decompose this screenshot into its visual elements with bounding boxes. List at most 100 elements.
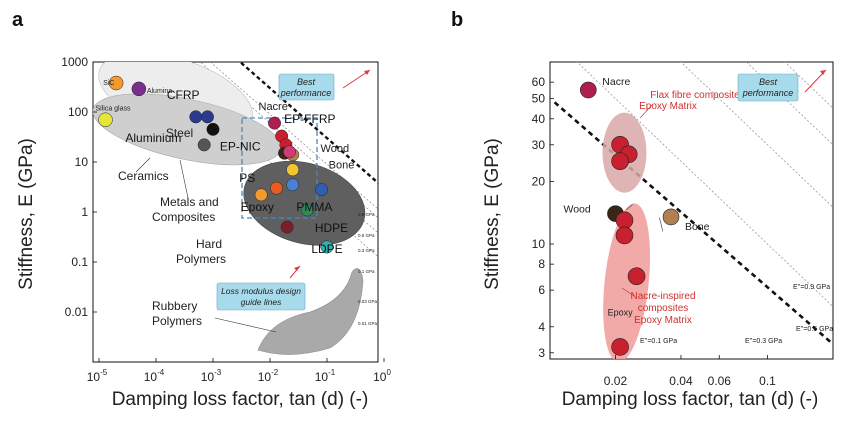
region-label-polymers: Polymers (176, 252, 226, 266)
y-tick-label-a: 10 (75, 155, 89, 169)
callout-best-b-2: performance (742, 88, 794, 98)
group-label: EP-NIC (220, 139, 261, 153)
guide-line (209, 62, 378, 210)
x-tick-exponent-a: -3 (214, 368, 222, 377)
leader-line-b (659, 217, 664, 232)
chart-panel-b: Damping loss factor, tan (d) (-) Stiffne… (482, 61, 834, 410)
leader-line (214, 317, 277, 333)
group-label: Aluminium (125, 131, 181, 145)
guide-line-label: 0.9 GPa (358, 212, 375, 217)
data-point (197, 138, 211, 152)
guide-line-label-b: E''=0.9 GPa (793, 284, 830, 291)
region-label-composites: Composites (152, 210, 215, 224)
guide-line-label: 0.3 GPa (358, 248, 375, 253)
region-label-ceramics: Ceramics (118, 169, 169, 183)
data-point-b (611, 338, 629, 356)
leader-line (135, 157, 151, 173)
data-point (206, 122, 220, 136)
y-axis-label-b: Stiffness, E (GPa) (482, 138, 503, 290)
point-label: Alumina (147, 88, 172, 95)
group-label: EP-FFRP (284, 112, 335, 126)
y-tick-label-a: 0.01 (65, 305, 89, 319)
y-tick-label-b: 60 (532, 75, 546, 89)
y-tick-label-b: 50 (532, 92, 546, 106)
data-point (315, 183, 328, 197)
data-point (280, 220, 294, 234)
guide-line-label: 0.01 GPa (358, 321, 378, 326)
x-tick-exponent-a: -4 (157, 368, 165, 377)
data-point-b (611, 152, 629, 171)
data-point (320, 240, 334, 254)
y-tick-label-b: 4 (538, 320, 545, 334)
guide-line-label-b: E''=0.6 GPa (796, 326, 833, 333)
region-label-flax-2: Epoxy Matrix (639, 101, 697, 112)
y-tick-label-a: 100 (68, 105, 88, 119)
data-point (108, 75, 124, 91)
data-point (131, 81, 147, 97)
guide-line-bold-b (553, 101, 833, 346)
callout-best-line2: performance (280, 88, 332, 98)
region-label-rubbery-polymers: Polymers (152, 314, 202, 328)
leader-line (179, 159, 189, 199)
best-arrowhead-b (820, 70, 826, 75)
region-hard-polymers (243, 160, 366, 246)
region-label-hard: Hard (196, 237, 222, 251)
callout-best-box-b (737, 73, 799, 102)
data-point (286, 178, 300, 192)
x-tick-exponent-a: -1 (328, 368, 336, 377)
data-point (270, 181, 283, 195)
x-tick-label-a: 10-5 (87, 368, 108, 384)
x-tick-label-b: 0.02 (604, 374, 628, 388)
x-tick-exponent-a: -2 (271, 368, 279, 377)
callout-guide-box (216, 282, 306, 311)
point-label: SiC (103, 80, 114, 87)
callout-best-line1: Best (297, 77, 316, 87)
point-label: Wood (321, 143, 350, 155)
data-point (98, 112, 113, 127)
region-rubbery-polymers (257, 268, 364, 355)
guide-line-label: 0.6 GPa (358, 233, 375, 238)
x-tick-label-b: 0.1 (759, 374, 776, 388)
region-nacre-inspired (603, 203, 651, 359)
x-tick-exponent-a: 0 (386, 368, 391, 377)
group-label: PMMA (296, 200, 332, 214)
data-point (189, 110, 203, 124)
guide-line-b (576, 62, 833, 307)
best-arrowhead (364, 70, 370, 75)
data-point-b (662, 208, 680, 226)
x-tick-label-a: 10-1 (315, 368, 336, 384)
x-axis-label-a: Damping loss factor, tan (d) (-) (112, 389, 369, 410)
group-label: PS (239, 171, 255, 185)
region-label-nacre-3: Epoxy Matrix (634, 315, 692, 326)
guide-line-label-b: E''=0.1 GPa (640, 338, 677, 345)
x-tick-label-a: 10-2 (258, 368, 279, 384)
y-tick-label-b: 3 (538, 346, 545, 360)
y-tick-label-b: 20 (532, 174, 546, 188)
point-label-b: Wood (563, 204, 590, 216)
region-label-flax-1: Flax fibre composite (650, 90, 740, 101)
guide-arrowhead (294, 266, 300, 271)
leader-line-b (626, 204, 633, 211)
y-tick-label-b: 10 (532, 237, 546, 251)
point-label-b: Nacre (602, 76, 630, 88)
data-point (286, 163, 300, 177)
callout-guide-line2: guide lines (241, 297, 282, 307)
group-label: HDPE (315, 221, 348, 235)
y-tick-label-a: 1 (81, 205, 88, 219)
data-point-b (615, 226, 634, 245)
chart-panel-a: Damping loss factor, tan (d) (-) Stiffne… (16, 55, 391, 410)
x-tick-label-b: 0.06 (708, 374, 732, 388)
x-tick-label-a: 100 (373, 368, 391, 384)
group-label: Epoxy (241, 200, 274, 214)
point-label: Bone (329, 160, 355, 172)
data-point-b (627, 267, 646, 286)
y-tick-label-b: 40 (532, 112, 546, 126)
group-label: CFRP (167, 88, 200, 102)
callout-best-b-1: Best (759, 77, 778, 87)
x-tick-label-a: 10-4 (144, 368, 165, 384)
y-axis-label-a: Stiffness, E (GPa) (16, 138, 37, 290)
plot-area-a (93, 62, 378, 355)
x-tick-exponent-a: -5 (100, 368, 108, 377)
x-axis-label-b: Damping loss factor, tan (d) (-) (562, 389, 819, 410)
y-tick-label-b: 8 (538, 257, 545, 271)
